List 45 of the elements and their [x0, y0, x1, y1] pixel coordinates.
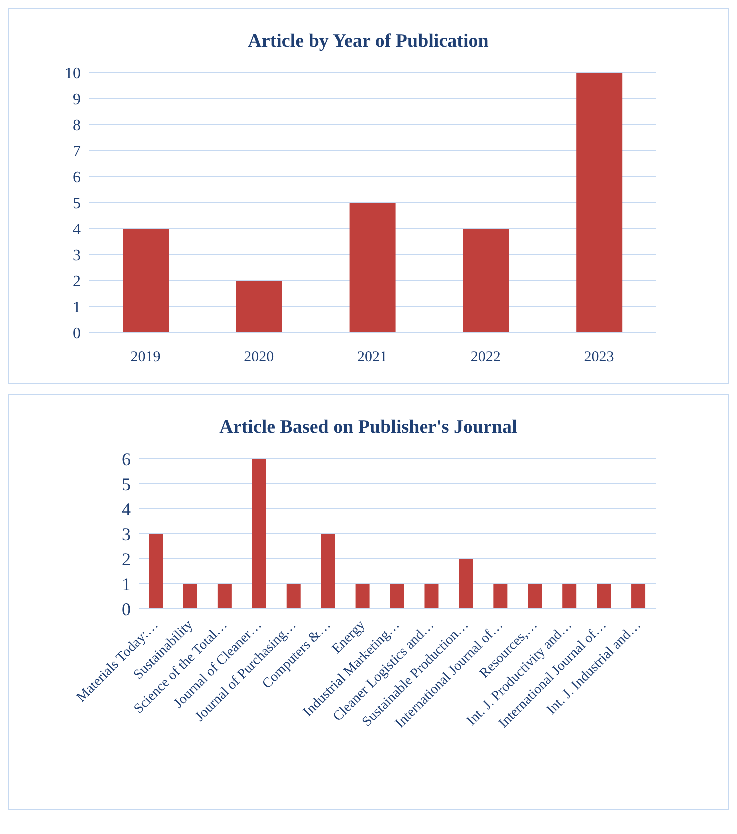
x-tick-label: 2020	[244, 350, 274, 366]
y-tick-label: 0	[122, 599, 131, 620]
y-tick-label: 1	[122, 574, 131, 594]
y-tick-label: 0	[73, 326, 81, 343]
x-tick-label: 2021	[358, 350, 388, 366]
y-tick-label: 9	[73, 92, 81, 109]
y-tick-label: 1	[73, 300, 81, 317]
y-tick-label: 10	[65, 66, 81, 83]
bar	[463, 229, 510, 333]
bar	[286, 584, 301, 609]
bar	[597, 584, 612, 609]
bar	[252, 459, 266, 609]
y-tick-label: 5	[122, 474, 131, 494]
bar	[236, 281, 282, 333]
y-tick-label: 5	[73, 196, 81, 213]
bar	[350, 203, 396, 333]
x-tick-label: 2019	[130, 350, 161, 366]
bar	[149, 534, 163, 609]
bar	[356, 584, 370, 609]
chart-title: Article by Year of Publication	[247, 31, 490, 53]
y-tick-label: 3	[122, 524, 131, 544]
bar	[632, 584, 646, 609]
bar	[424, 584, 439, 609]
bar	[123, 229, 169, 333]
bar	[494, 584, 508, 609]
y-tick-label: 6	[73, 170, 81, 187]
y-tick-label: 6	[122, 449, 131, 470]
y-tick-label: 3	[73, 248, 81, 265]
x-tick-label: 2022	[470, 350, 501, 366]
y-tick-label: 2	[73, 274, 81, 291]
bar	[321, 534, 336, 609]
y-tick-label: 2	[122, 549, 131, 570]
bar	[390, 584, 404, 609]
bar	[459, 559, 474, 609]
y-tick-label: 7	[73, 144, 81, 161]
chart-title: Article Based on Publisher's Journal	[218, 417, 518, 439]
bar	[528, 584, 542, 609]
bar	[183, 584, 198, 609]
x-tick-label: 2023	[584, 350, 614, 366]
bar	[576, 73, 623, 333]
y-tick-label: 4	[73, 222, 81, 239]
y-tick-label: 4	[122, 499, 131, 520]
y-tick-label: 8	[73, 118, 81, 135]
bar	[218, 584, 232, 609]
bar	[562, 584, 577, 609]
